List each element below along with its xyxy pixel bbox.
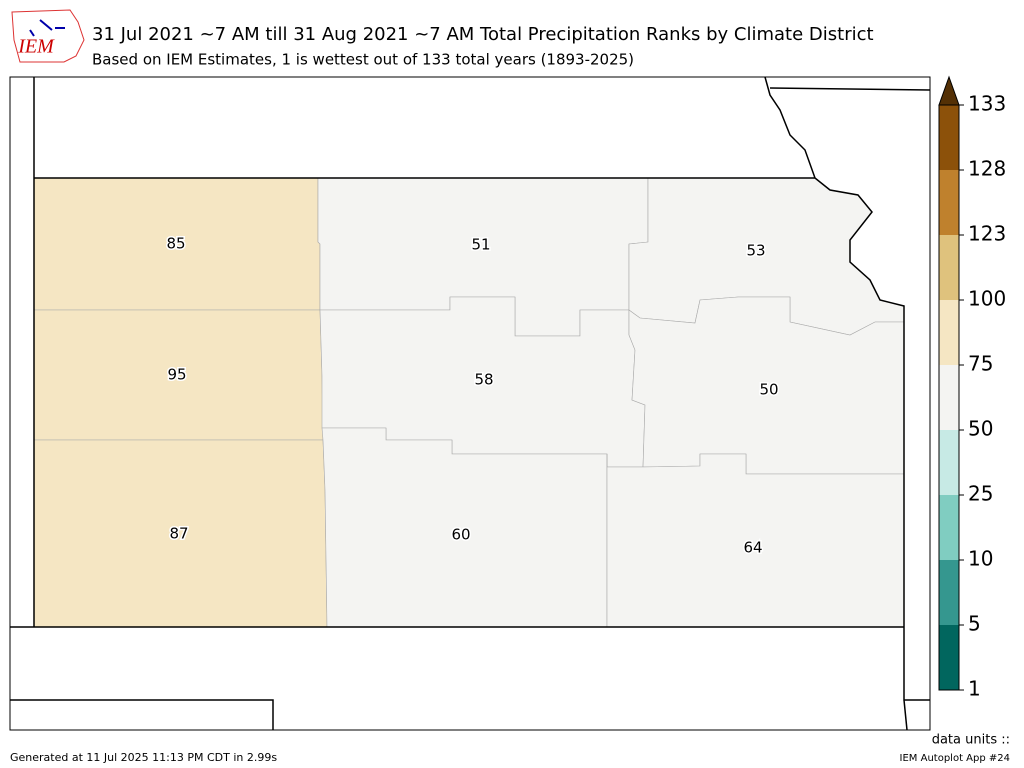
- app-label: IEM Autoplot App #24: [900, 753, 1010, 764]
- district-rank: 50: [759, 381, 778, 399]
- colorbar-tick-label: 100: [968, 287, 1006, 311]
- colorbar-tick-label: 123: [968, 222, 1006, 246]
- colorbar-segment: [939, 625, 959, 690]
- colorbar-extend: [938, 75, 960, 106]
- colorbar-segment: [939, 105, 959, 170]
- district-rank: 95: [167, 366, 186, 384]
- colorbar-segment: [939, 235, 959, 300]
- colorbar-tick-label: 133: [968, 92, 1006, 116]
- colorbar-tick-label: 50: [968, 417, 993, 441]
- colorbar-segment: [939, 430, 959, 495]
- generated-note: Generated at 11 Jul 2025 11:13 PM CDT in…: [10, 751, 277, 764]
- colorbar-tick-label: 25: [968, 482, 993, 506]
- colorbar-segment: [939, 170, 959, 235]
- units-label: data units ::: [932, 733, 1010, 748]
- colorbar-tick-label: 1: [968, 677, 981, 701]
- colorbar: 1 5 10 25 50 75 100 123 128 133: [938, 75, 1006, 701]
- colorbar-segment: [939, 300, 959, 365]
- district-rank: 58: [474, 371, 493, 389]
- logo-text: IEM: [17, 36, 55, 58]
- district-rank: 87: [169, 525, 188, 543]
- colorbar-outline: [938, 104, 960, 691]
- district-rank: 53: [746, 242, 765, 260]
- colorbar-segment: [939, 365, 959, 430]
- colorbar-segment: [939, 560, 959, 625]
- colorbar-tick-label: 10: [968, 547, 993, 571]
- colorbar-segment: [939, 495, 959, 560]
- subtitle: Based on IEM Estimates, 1 is wettest out…: [92, 51, 634, 69]
- title: 31 Jul 2021 ~7 AM till 31 Aug 2021 ~7 AM…: [92, 24, 874, 45]
- district-rank: 85: [166, 235, 185, 253]
- district-rank: 51: [471, 236, 490, 254]
- districts: 85 95 87 51 58 60 53 50 64: [33, 177, 905, 628]
- colorbar-tick-label: 5: [968, 612, 981, 636]
- state-borders: [10, 76, 931, 731]
- logo: IEM: [11, 9, 85, 63]
- colorbar-tick-label: 128: [968, 157, 1006, 181]
- district-rank: 60: [451, 526, 470, 544]
- colorbar-tick-label: 75: [968, 352, 993, 376]
- district-rank: 64: [743, 539, 762, 557]
